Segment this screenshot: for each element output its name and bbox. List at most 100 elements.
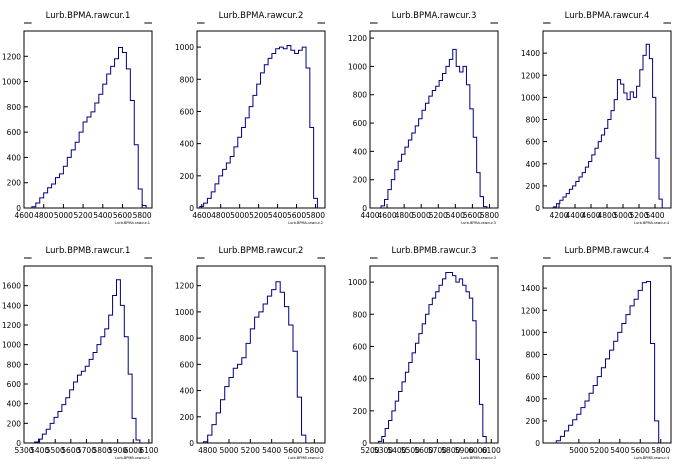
histogram-bin bbox=[388, 190, 391, 208]
histogram-bin bbox=[557, 204, 560, 208]
histogram-bin bbox=[113, 296, 117, 444]
y-tick-label: 200 bbox=[180, 172, 195, 181]
histogram-bin bbox=[608, 120, 611, 209]
histogram-bin bbox=[107, 74, 111, 208]
histogram-bin bbox=[589, 162, 592, 208]
histogram-bin bbox=[89, 359, 93, 443]
y-tick-label: 0 bbox=[535, 204, 540, 213]
title-box bbox=[31, 241, 145, 261]
histogram-bin bbox=[446, 272, 449, 443]
x-tick-label: 5000 bbox=[219, 446, 238, 455]
histogram-bin bbox=[598, 142, 601, 208]
y-tick-label: 1200 bbox=[2, 321, 21, 330]
histogram-bin bbox=[638, 290, 642, 443]
x-tick-label: 4600 bbox=[14, 211, 33, 220]
histogram-bin bbox=[219, 176, 223, 208]
histogram-bin bbox=[622, 324, 626, 443]
histogram-bin bbox=[408, 140, 411, 208]
histogram-bin bbox=[272, 290, 276, 443]
histogram-bin bbox=[242, 128, 246, 208]
title-box bbox=[377, 6, 491, 26]
histogram-outline bbox=[199, 44, 318, 208]
histogram-outline bbox=[552, 43, 663, 208]
histogram-bin bbox=[291, 50, 295, 208]
histogram-bin bbox=[605, 128, 608, 208]
y-tick-label: 1000 bbox=[2, 341, 21, 350]
x-tick-label: 4800 bbox=[395, 211, 414, 220]
histogram-bin bbox=[276, 282, 280, 443]
histogram-bin bbox=[483, 437, 486, 443]
x-axis-label: Lurb.BPMB.rawcur.2 bbox=[288, 456, 323, 460]
chart-title: Lurb.BPMA.rawcur.2 bbox=[219, 11, 304, 21]
histogram-bin bbox=[120, 305, 124, 443]
y-tick-label: 800 bbox=[7, 360, 22, 369]
x-tick-label: 5900 bbox=[108, 446, 127, 455]
y-tick-label: 200 bbox=[526, 417, 541, 426]
histogram-bin bbox=[99, 94, 103, 208]
histogram-bin bbox=[477, 173, 480, 208]
histogram-bin bbox=[87, 117, 91, 208]
y-tick-label: 200 bbox=[7, 419, 22, 428]
y-tick-label: 400 bbox=[7, 400, 22, 409]
histogram-bin bbox=[621, 84, 624, 208]
y-tick-label: 0 bbox=[362, 439, 367, 448]
histogram-bin bbox=[392, 411, 395, 443]
histogram-bin bbox=[293, 351, 297, 443]
y-tick-label: 200 bbox=[353, 407, 368, 416]
histogram-bin bbox=[238, 137, 242, 208]
x-tick-label: 5200 bbox=[360, 446, 379, 455]
histogram-bin bbox=[655, 421, 659, 443]
x-tick-label: 5800 bbox=[651, 446, 670, 455]
x-tick-label: 5600 bbox=[631, 446, 650, 455]
histogram-bin bbox=[56, 178, 60, 208]
histogram-bin bbox=[473, 321, 476, 443]
x-tick-label: 5400 bbox=[446, 211, 465, 220]
y-tick-label: 1400 bbox=[2, 301, 21, 310]
histogram-bin bbox=[626, 315, 630, 443]
histogram-bin bbox=[264, 65, 268, 208]
histogram-panel: Lurb.BPMA.rawcur.4 0 200 400 600 800 1000 1200 1… bbox=[521, 6, 672, 225]
y-tick-label: 800 bbox=[526, 116, 541, 125]
y-tick-label: 1400 bbox=[521, 284, 540, 293]
histogram-bin bbox=[630, 306, 634, 443]
y-tick-label: 1200 bbox=[2, 52, 21, 61]
histogram-bin bbox=[66, 398, 70, 443]
histogram-bin bbox=[233, 368, 237, 443]
chart-title: Lurb.BPMA.rawcur.1 bbox=[46, 11, 131, 21]
y-tick-label: 400 bbox=[526, 395, 541, 404]
x-axis-label: Lurb.BPMB.rawcur.1 bbox=[115, 456, 150, 460]
x-tick-label: 5000 bbox=[230, 211, 249, 220]
histogram-bin bbox=[226, 163, 230, 208]
histogram-bin bbox=[261, 73, 265, 208]
x-axis-label: Lurb.BPMA.rawcur.3 bbox=[461, 221, 496, 225]
y-tick-label: 0 bbox=[362, 204, 367, 213]
histogram-bin bbox=[402, 154, 405, 208]
histogram-bin bbox=[268, 58, 272, 208]
histogram-bin bbox=[405, 147, 408, 208]
histogram-bin bbox=[59, 174, 63, 208]
x-tick-label: 4400 bbox=[360, 211, 379, 220]
histogram-bin bbox=[238, 364, 242, 443]
x-tick-label: 4200 bbox=[549, 211, 568, 220]
y-tick-label: 200 bbox=[353, 176, 368, 185]
histogram-bin bbox=[466, 292, 469, 443]
histogram-bin bbox=[432, 90, 435, 208]
histogram-bin bbox=[79, 132, 83, 208]
histogram-bin bbox=[460, 72, 463, 208]
histogram-bin bbox=[44, 193, 48, 208]
x-tick-label: 5500 bbox=[401, 446, 420, 455]
y-tick-label: 600 bbox=[353, 119, 368, 128]
plot-frame bbox=[369, 30, 499, 209]
histogram-bin bbox=[399, 392, 402, 443]
histogram-bin bbox=[267, 296, 271, 443]
histogram-bin bbox=[310, 128, 314, 208]
histogram-bin bbox=[289, 325, 293, 443]
histogram-bin bbox=[207, 198, 211, 208]
histogram-bin bbox=[436, 292, 439, 443]
y-tick-label: 1200 bbox=[521, 306, 540, 315]
histogram-bin bbox=[593, 385, 597, 443]
histogram-bin bbox=[595, 148, 598, 208]
chart-title: Lurb.BPMB.rawcur.4 bbox=[565, 246, 650, 256]
x-tick-label: 6100 bbox=[139, 446, 158, 455]
histogram-bin bbox=[412, 133, 415, 208]
